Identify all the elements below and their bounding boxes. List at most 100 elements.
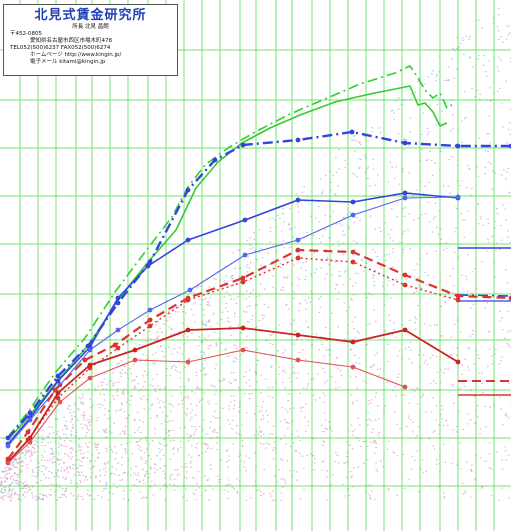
scatter-point — [474, 268, 477, 270]
scatter-point — [498, 499, 501, 502]
scatter-point — [366, 343, 369, 345]
scatter-point — [456, 425, 458, 427]
scatter-point — [288, 422, 291, 424]
scatter-point — [357, 466, 360, 468]
scatter-point — [407, 144, 410, 146]
scatter-point — [81, 427, 84, 429]
scatter-point — [38, 469, 40, 471]
scatter-point — [387, 267, 390, 270]
scatter-point — [314, 457, 316, 460]
scatter-point — [88, 429, 90, 431]
scatter-point — [90, 407, 92, 409]
scatter-point — [97, 431, 100, 433]
scatter-point — [323, 371, 326, 373]
scatter-point — [447, 368, 449, 370]
scatter-point — [124, 449, 127, 452]
scatter-point — [234, 312, 236, 314]
scatter-point — [191, 416, 193, 418]
scatter-point — [396, 216, 398, 218]
scatter-point — [413, 291, 416, 294]
scatter-point — [260, 431, 262, 433]
scatter-point — [272, 425, 275, 427]
scatter-point — [247, 321, 250, 323]
scatter-point — [9, 496, 12, 498]
scatter-point — [205, 324, 207, 326]
scatter-point — [501, 468, 504, 470]
scatter-point — [225, 302, 228, 304]
scatter-point — [262, 415, 264, 417]
scatter-point — [508, 382, 510, 384]
scatter-point — [65, 489, 67, 491]
scatter-point — [143, 482, 145, 484]
scatter-point — [488, 115, 491, 117]
scatter-point — [56, 458, 59, 460]
scatter-point — [384, 405, 386, 407]
scatter-point — [237, 324, 239, 327]
scatter-point — [421, 459, 424, 461]
scatter-point — [54, 418, 57, 420]
scatter-point — [420, 214, 423, 216]
scatter-point — [156, 455, 158, 457]
scatter-point — [461, 37, 464, 39]
scatter-point — [481, 260, 483, 263]
scatter-point — [319, 178, 322, 180]
scatter-point — [225, 450, 228, 452]
scatter-point — [402, 251, 404, 254]
scatter-point — [87, 446, 89, 448]
scatter-point — [253, 239, 255, 241]
scatter-point — [431, 174, 434, 176]
scatter-point — [348, 306, 351, 308]
scatter-point — [387, 360, 390, 363]
scatter-point — [26, 464, 28, 466]
scatter-point — [342, 253, 345, 256]
scatter-point — [477, 202, 479, 205]
scatter-point — [504, 414, 507, 416]
scatter-point — [335, 387, 337, 389]
scatter-point — [21, 460, 23, 462]
scatter-point — [41, 435, 44, 437]
scatter-point — [462, 493, 465, 495]
scatter-point — [65, 496, 67, 498]
scatter-point — [76, 450, 78, 452]
scatter-point — [409, 131, 411, 133]
scatter-point — [210, 468, 212, 470]
scatter-point — [116, 388, 119, 390]
scatter-point — [508, 25, 510, 27]
scatter-point — [49, 459, 52, 461]
series-point-8 — [147, 317, 153, 323]
scatter-point — [13, 472, 16, 474]
scatter-point — [237, 249, 240, 252]
series-point-10 — [402, 327, 408, 333]
scatter-point — [20, 465, 23, 467]
scatter-point — [134, 379, 136, 381]
series-point-10 — [240, 325, 246, 331]
scatter-point — [491, 355, 493, 357]
scatter-point — [422, 112, 424, 114]
scatter-point — [448, 159, 450, 161]
scatter-point — [70, 492, 72, 495]
scatter-point — [50, 447, 53, 449]
series-point-4 — [147, 307, 153, 313]
scatter-point — [450, 336, 453, 338]
scatter-point — [173, 439, 175, 442]
scatter-point — [176, 469, 179, 471]
scatter-point — [256, 348, 259, 350]
scatter-point — [164, 386, 166, 388]
scatter-point — [22, 494, 24, 496]
scatter-point — [267, 414, 269, 416]
scatter-point — [31, 454, 34, 456]
scatter-point — [185, 312, 187, 314]
scatter-point — [47, 460, 49, 462]
scatter-point — [204, 475, 206, 477]
scatter-point — [194, 426, 196, 428]
scatter-point — [172, 307, 175, 309]
scatter-point — [428, 438, 431, 440]
scatter-point — [47, 435, 49, 437]
scatter-point — [440, 228, 442, 230]
scatter-point — [35, 467, 38, 469]
scatter-point — [461, 373, 463, 375]
scatter-point — [113, 398, 115, 400]
scatter-point — [168, 420, 170, 422]
scatter-point — [375, 320, 377, 322]
scatter-point — [268, 443, 270, 445]
